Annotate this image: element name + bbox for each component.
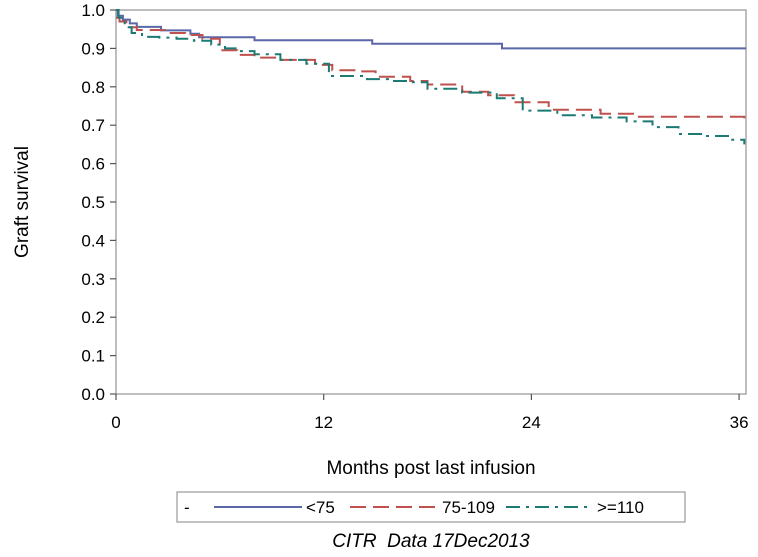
y-axis: 0.0 0.1 0.2 0.3 0.4 0.5 0.6 0.7 0.8 0.9 1.0 xyxy=(81,1,116,404)
legend: - <75 75-109 >=110 xyxy=(176,491,686,523)
y-tick-label: 1.0 xyxy=(81,1,105,20)
y-tick-label: 0.7 xyxy=(81,116,105,135)
y-tick-label: 0.4 xyxy=(81,231,105,250)
legend-label-75-109: 75-109 xyxy=(442,498,495,517)
x-tick-label: 36 xyxy=(730,413,749,432)
y-tick-label: 0.6 xyxy=(81,155,105,174)
legend-label-lt75: <75 xyxy=(306,498,335,517)
x-axis-label: Months post last infusion xyxy=(326,458,535,479)
x-tick-label: 0 xyxy=(111,413,120,432)
y-tick-label: 0.0 xyxy=(81,385,105,404)
series-layer xyxy=(116,9,746,145)
y-tick-label: 0.8 xyxy=(81,78,105,97)
y-tick-label: 0.3 xyxy=(81,270,105,289)
series-line-2 xyxy=(116,9,746,145)
series-line-1 xyxy=(116,16,746,120)
y-tick-label: 0.2 xyxy=(81,308,105,327)
y-tick-label: 0.1 xyxy=(81,347,105,366)
legend-prefix: - xyxy=(184,498,190,517)
legend-label-gte110: >=110 xyxy=(597,498,644,517)
series-line-0 xyxy=(116,9,746,50)
x-tick-label: 12 xyxy=(314,413,333,432)
y-axis-label: Graft survival xyxy=(12,146,33,258)
x-axis: 0 12 24 36 xyxy=(111,394,749,432)
footnote: CITR Data 17Dec2013 xyxy=(332,531,530,552)
x-tick-label: 24 xyxy=(522,413,541,432)
y-tick-label: 0.5 xyxy=(81,193,105,212)
plot-area xyxy=(115,9,747,395)
y-tick-label: 0.9 xyxy=(81,39,105,58)
